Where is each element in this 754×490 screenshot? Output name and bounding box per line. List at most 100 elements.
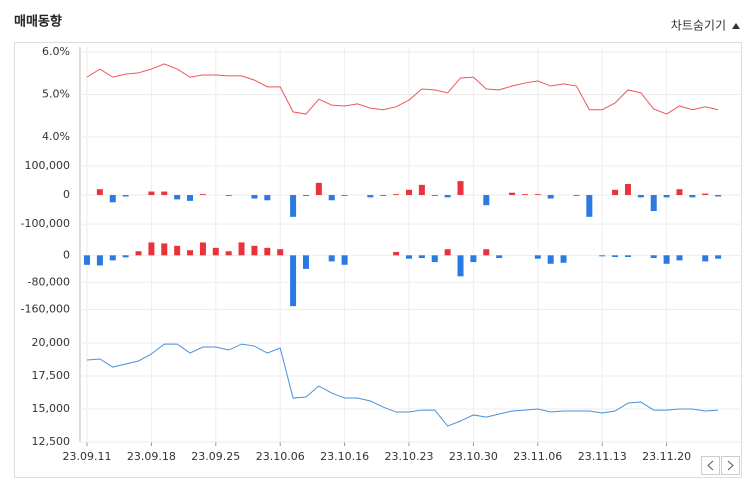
bar bbox=[199, 242, 206, 256]
bar bbox=[148, 191, 155, 196]
bar bbox=[109, 255, 116, 261]
line-series bbox=[86, 63, 719, 115]
y-tick-label: 20,000 bbox=[32, 336, 71, 349]
bar bbox=[431, 195, 438, 196]
bar bbox=[406, 189, 412, 196]
bar bbox=[96, 189, 103, 196]
bar bbox=[624, 255, 631, 258]
line-series bbox=[86, 343, 719, 427]
bar bbox=[534, 194, 541, 196]
y-tick-label: 0 bbox=[63, 188, 70, 201]
bar bbox=[650, 255, 657, 259]
nav-next[interactable] bbox=[721, 456, 740, 475]
toggle-icon bbox=[732, 23, 740, 29]
bar bbox=[290, 255, 297, 307]
x-tick-label: 23.09.25 bbox=[191, 450, 240, 463]
bar bbox=[702, 255, 709, 262]
bar bbox=[650, 195, 657, 212]
bar bbox=[599, 255, 606, 257]
bar bbox=[199, 194, 206, 196]
bar bbox=[534, 255, 541, 259]
bar bbox=[676, 255, 683, 261]
y-tick-label: 4.0% bbox=[42, 130, 70, 143]
bar bbox=[225, 195, 232, 196]
bar bbox=[431, 255, 438, 263]
bar bbox=[406, 255, 412, 259]
y-tick-label: 5.0% bbox=[42, 88, 70, 101]
bar bbox=[624, 183, 631, 196]
bar bbox=[496, 255, 503, 259]
bar bbox=[96, 255, 103, 266]
bar bbox=[521, 194, 528, 196]
bar bbox=[457, 255, 464, 277]
bar bbox=[290, 195, 297, 217]
bar bbox=[715, 255, 722, 259]
bar bbox=[483, 195, 490, 206]
bar bbox=[341, 195, 348, 196]
x-tick-label: 23.11.13 bbox=[578, 450, 627, 463]
bar bbox=[444, 249, 451, 256]
bar bbox=[547, 255, 554, 264]
toggle-label: 차트숨기기 bbox=[671, 19, 726, 33]
bar bbox=[393, 251, 400, 256]
nav-prev[interactable] bbox=[701, 456, 720, 475]
chart-frame bbox=[14, 42, 742, 478]
bar bbox=[225, 251, 232, 256]
x-tick-label: 23.10.16 bbox=[320, 450, 369, 463]
x-tick-label: 23.10.06 bbox=[256, 450, 305, 463]
toggle-button[interactable]: 차트숨기기 bbox=[671, 19, 740, 33]
bar bbox=[663, 255, 670, 264]
bar bbox=[187, 250, 194, 256]
bar bbox=[380, 195, 387, 196]
bar bbox=[161, 243, 168, 256]
bar bbox=[341, 255, 348, 265]
bar bbox=[174, 195, 181, 200]
bar bbox=[393, 194, 400, 196]
bar bbox=[715, 195, 722, 197]
x-tick-label: 23.10.23 bbox=[385, 450, 434, 463]
y-tick-label: -100,000 bbox=[21, 217, 70, 230]
bar bbox=[187, 195, 194, 201]
bar bbox=[573, 195, 580, 196]
bar bbox=[148, 242, 155, 256]
bar bbox=[702, 193, 709, 196]
bar bbox=[457, 181, 464, 196]
bar bbox=[483, 249, 490, 256]
y-tick-label: 100,000 bbox=[25, 159, 71, 172]
bar bbox=[251, 245, 258, 256]
bar bbox=[264, 195, 271, 201]
x-tick-label: 23.10.30 bbox=[449, 450, 498, 463]
x-tick-label: 23.09.18 bbox=[127, 450, 176, 463]
bar bbox=[277, 249, 284, 256]
y-tick-label: 6.0% bbox=[42, 45, 70, 58]
bar bbox=[547, 195, 554, 199]
bar bbox=[586, 195, 593, 217]
bar bbox=[174, 245, 181, 256]
bar bbox=[84, 255, 90, 265]
page-title: 매매동향 bbox=[14, 14, 62, 30]
y-tick-label: -80,000 bbox=[28, 275, 70, 288]
y-tick-label: 12,500 bbox=[32, 435, 71, 448]
bar bbox=[264, 247, 271, 256]
y-tick-label: 15,000 bbox=[32, 402, 71, 415]
bar bbox=[560, 255, 567, 263]
bar bbox=[161, 191, 168, 196]
bar bbox=[612, 255, 619, 258]
bar bbox=[663, 195, 670, 198]
bar bbox=[444, 195, 451, 198]
bar bbox=[212, 247, 219, 256]
bar bbox=[109, 195, 116, 203]
bar bbox=[315, 182, 322, 196]
bar bbox=[251, 195, 258, 199]
x-tick-label: 23.09.11 bbox=[63, 450, 112, 463]
bar bbox=[328, 195, 335, 201]
bar bbox=[122, 255, 129, 258]
bar bbox=[470, 255, 477, 263]
bar bbox=[612, 189, 619, 196]
bar bbox=[302, 195, 309, 196]
x-tick-label: 23.11.20 bbox=[642, 450, 691, 463]
bar bbox=[509, 192, 516, 196]
bar bbox=[302, 255, 309, 269]
